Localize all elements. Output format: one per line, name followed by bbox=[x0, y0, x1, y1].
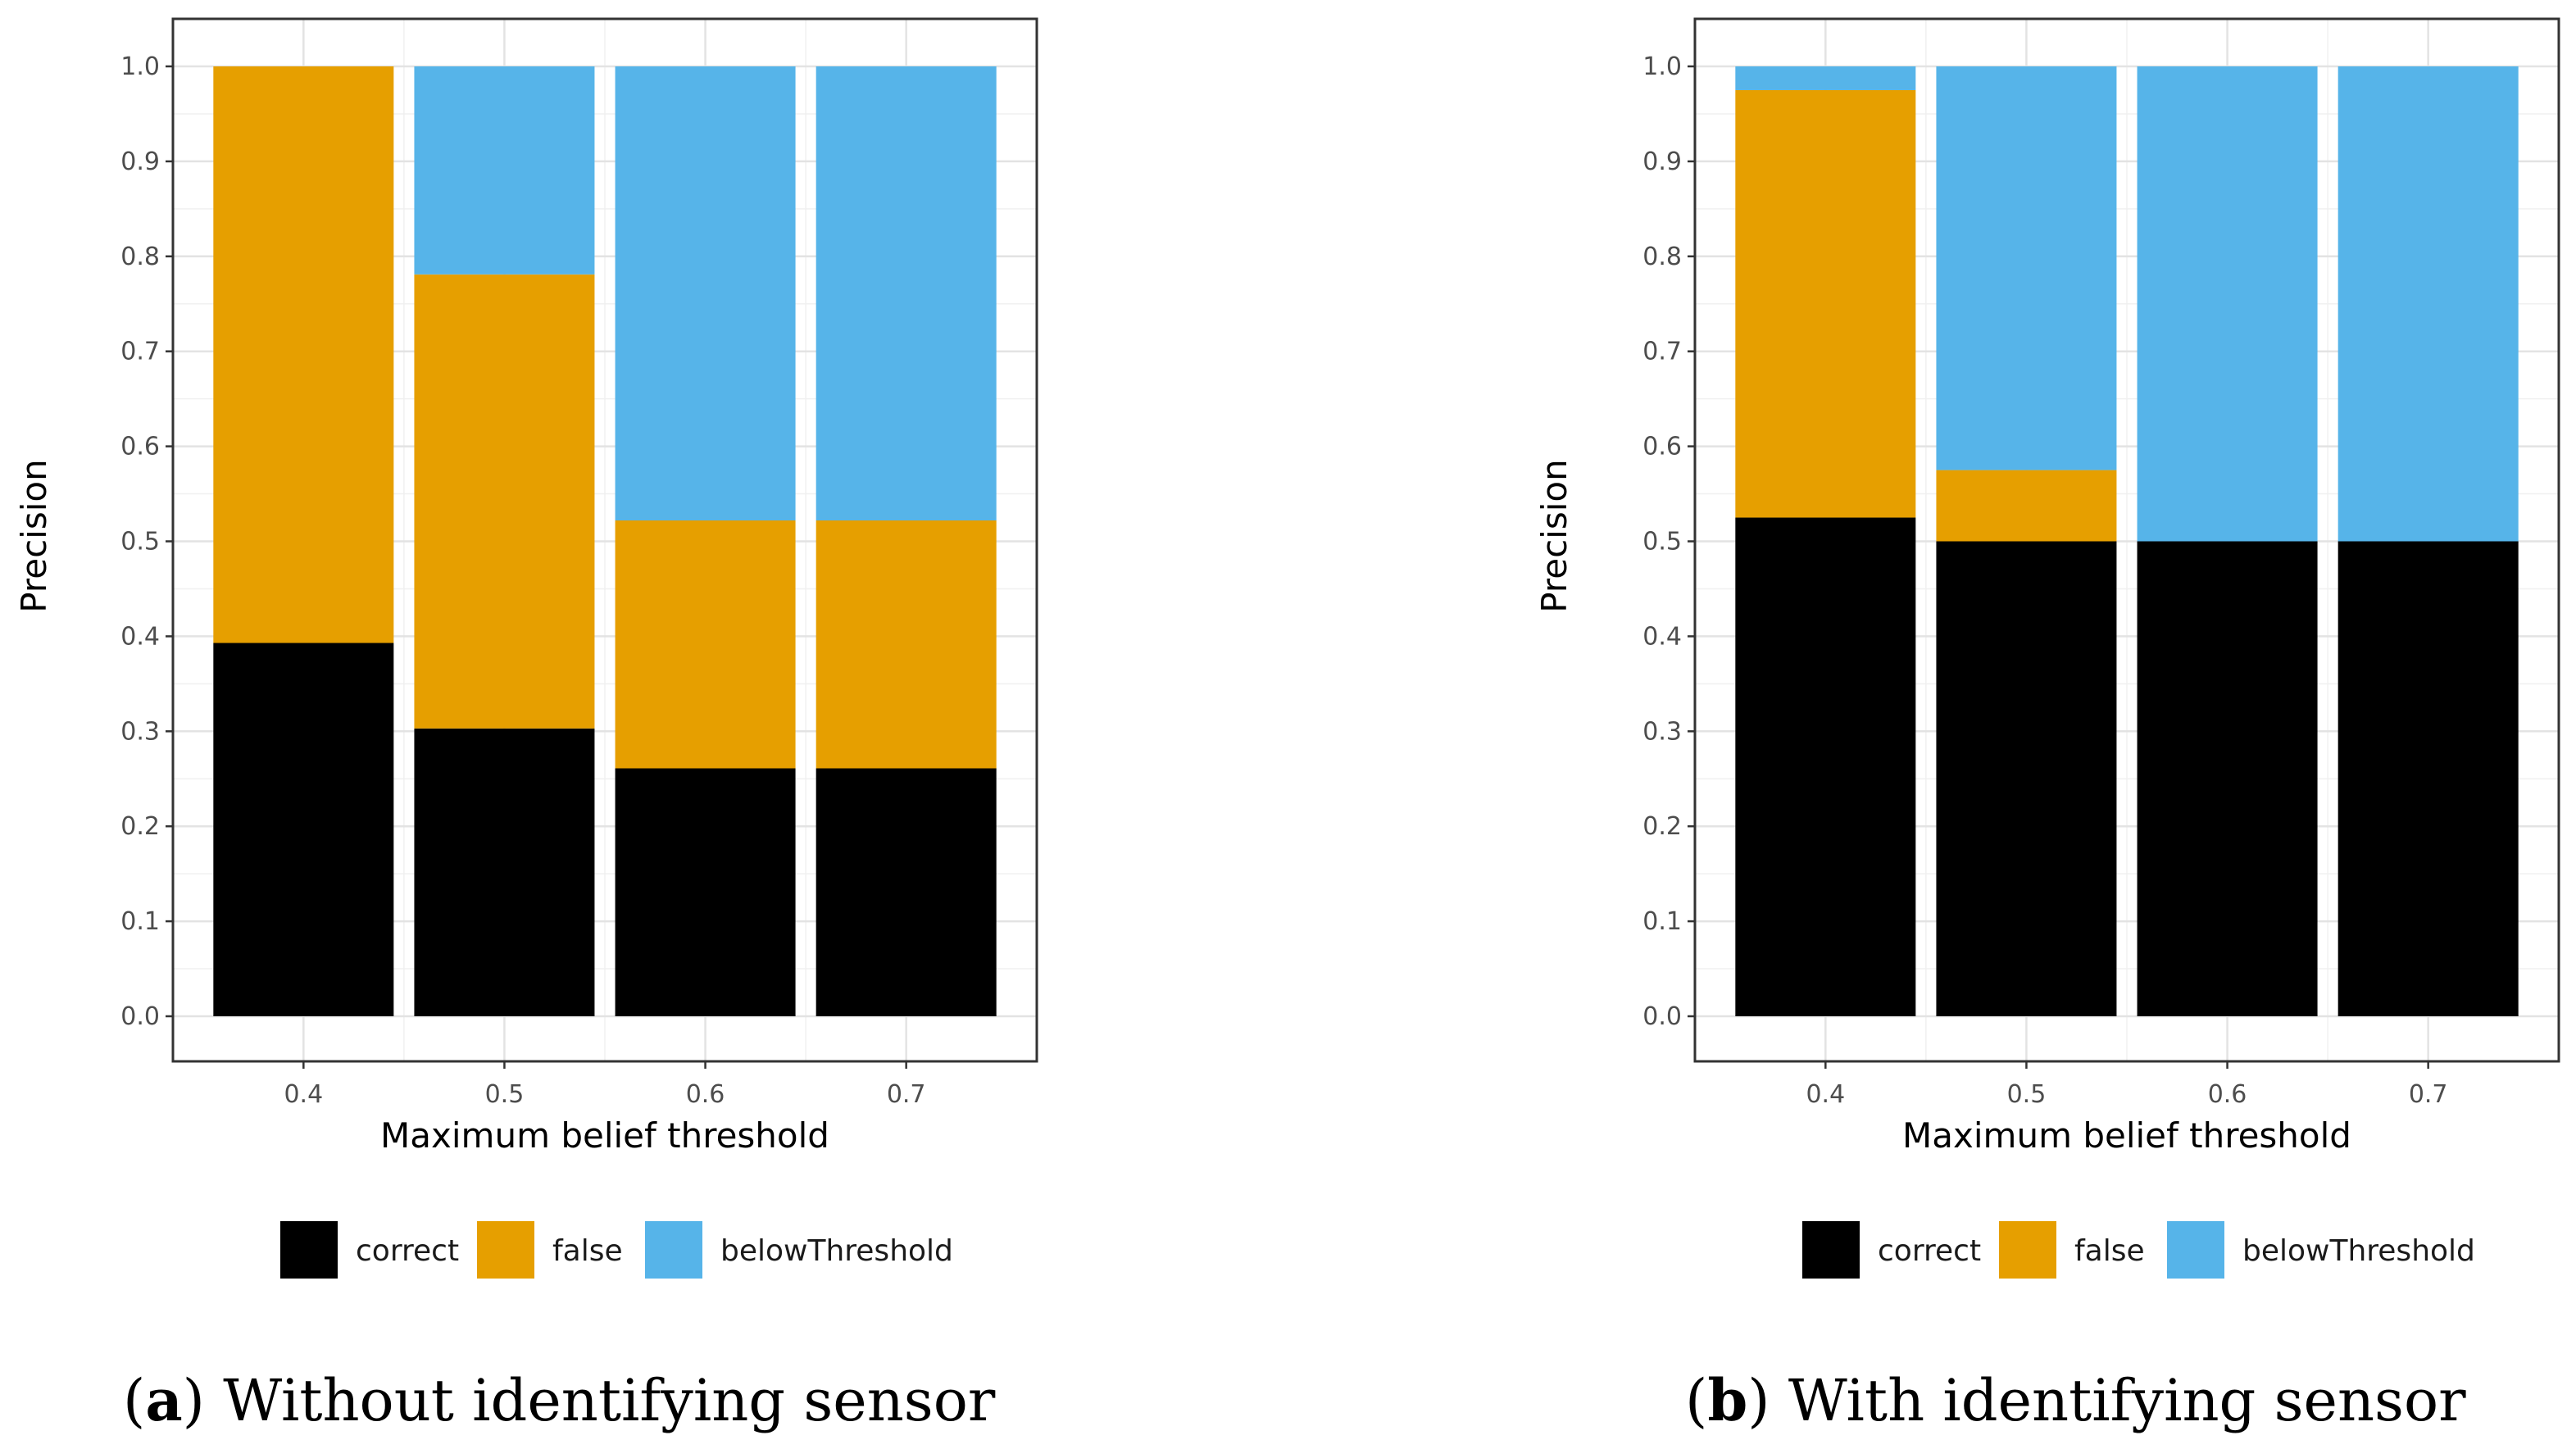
y-tick-label: 0.0 bbox=[120, 1002, 160, 1031]
y-tick-label: 0.6 bbox=[120, 433, 160, 461]
bar-segment-false bbox=[816, 520, 997, 769]
legend-key-correct bbox=[1802, 1221, 1860, 1279]
y-tick-label: 0.1 bbox=[120, 907, 160, 936]
y-tick-label: 0.0 bbox=[1642, 1002, 1682, 1031]
x-tick-label: 0.6 bbox=[2208, 1080, 2247, 1109]
legend-key-belowThreshold bbox=[2167, 1221, 2224, 1279]
y-tick-label: 0.5 bbox=[120, 528, 160, 556]
bar-segment-false bbox=[213, 66, 394, 643]
y-tick-label: 0.1 bbox=[1642, 907, 1682, 936]
bar-segment-correct bbox=[1735, 517, 1916, 1016]
x-tick-label: 0.7 bbox=[887, 1080, 926, 1109]
panel-border bbox=[171, 17, 1038, 1063]
bar-segment-belowThreshold bbox=[1936, 66, 2117, 470]
x-axis-title: Maximum belief threshold bbox=[380, 1115, 829, 1156]
caption-close-paren: ) bbox=[183, 1367, 224, 1434]
legend: correct false belowThreshold bbox=[1802, 1221, 2475, 1279]
y-tick-label: 1.0 bbox=[120, 52, 160, 81]
y-tick-label: 0.3 bbox=[120, 717, 160, 746]
y-axis-title: Precision bbox=[14, 459, 54, 612]
y-tick-label: 0.8 bbox=[1642, 243, 1682, 271]
legend: correct false belowThreshold bbox=[280, 1221, 953, 1279]
y-tick-label: 0.4 bbox=[1642, 622, 1682, 651]
bar-segment-correct bbox=[1936, 541, 2117, 1016]
bar-segment-belowThreshold bbox=[2337, 66, 2519, 542]
panel-caption: (a) Without identifying sensor bbox=[123, 1366, 996, 1434]
y-tick-label: 1.0 bbox=[1642, 52, 1682, 81]
legend-key-false bbox=[1999, 1221, 2056, 1279]
panel-caption: (b) With identifying sensor bbox=[1685, 1366, 2466, 1434]
y-tick-label: 0.6 bbox=[1642, 433, 1682, 461]
bar-segment-false bbox=[414, 274, 595, 729]
caption-letter: b bbox=[1707, 1366, 1747, 1434]
bar-segment-belowThreshold bbox=[615, 66, 796, 521]
x-tick-label: 0.4 bbox=[284, 1080, 323, 1109]
caption-text: With identifying sensor bbox=[1788, 1367, 2466, 1434]
bar-segment-correct bbox=[2337, 541, 2519, 1016]
bar-segment-correct bbox=[816, 768, 997, 1016]
legend-label-correct: correct bbox=[356, 1234, 459, 1268]
legend-label-belowThreshold: belowThreshold bbox=[720, 1234, 953, 1268]
x-tick-label: 0.5 bbox=[485, 1080, 525, 1109]
bar-segment-belowThreshold bbox=[816, 66, 997, 521]
caption-text: Without identifying sensor bbox=[223, 1367, 996, 1434]
y-axis-title: Precision bbox=[1534, 459, 1574, 612]
bar-segment-correct bbox=[615, 768, 796, 1016]
legend-key-belowThreshold bbox=[645, 1221, 702, 1279]
x-tick-label: 0.5 bbox=[2007, 1080, 2047, 1109]
x-tick-label: 0.7 bbox=[2409, 1080, 2448, 1109]
x-tick-label: 0.6 bbox=[686, 1080, 725, 1109]
bar-segment-false bbox=[1735, 89, 1916, 518]
x-axis-title: Maximum belief threshold bbox=[1902, 1115, 2351, 1156]
legend-label-belowThreshold: belowThreshold bbox=[2242, 1234, 2475, 1268]
y-tick-label: 0.9 bbox=[1642, 148, 1682, 176]
y-tick-label: 0.7 bbox=[1642, 338, 1682, 366]
y-tick-label: 0.9 bbox=[120, 148, 160, 176]
legend-label-false: false bbox=[2074, 1234, 2145, 1268]
y-tick-label: 0.7 bbox=[120, 338, 160, 366]
bar-segment-belowThreshold bbox=[1735, 66, 1916, 90]
y-tick-label: 0.4 bbox=[120, 622, 160, 651]
y-tick-label: 0.2 bbox=[120, 812, 160, 841]
bar-segment-false bbox=[1936, 470, 2117, 542]
legend-key-false bbox=[477, 1221, 534, 1279]
bar-segment-belowThreshold bbox=[2137, 66, 2318, 542]
legend-label-correct: correct bbox=[1878, 1234, 1981, 1268]
y-tick-label: 0.2 bbox=[1642, 812, 1682, 841]
bar-segment-belowThreshold bbox=[414, 66, 595, 275]
legend-key-correct bbox=[280, 1221, 338, 1279]
bar-segment-correct bbox=[414, 728, 595, 1016]
panel-border bbox=[1693, 17, 2560, 1063]
bar-segment-correct bbox=[213, 643, 394, 1016]
chart-panel-a: 0.0 0.1 0.2 0.3 0.4 0.5 0.6 0.7 0.8 0.9 1.0 0.4 0.5 0… bbox=[14, 17, 1038, 1434]
caption-letter: a bbox=[145, 1366, 182, 1434]
y-tick-label: 0.3 bbox=[1642, 717, 1682, 746]
legend-label-false: false bbox=[552, 1234, 623, 1268]
bar-segment-correct bbox=[2137, 541, 2318, 1016]
x-tick-label: 0.4 bbox=[1806, 1080, 1845, 1109]
caption-close-paren: ) bbox=[1747, 1367, 1788, 1434]
caption-open-paren: ( bbox=[1685, 1367, 1707, 1434]
chart-panel-b: 0.0 0.1 0.2 0.3 0.4 0.5 0.6 0.7 0.8 0.9 1.0 0.4 0.5 0… bbox=[1534, 17, 2560, 1434]
y-tick-label: 0.5 bbox=[1642, 528, 1682, 556]
y-tick-label: 0.8 bbox=[120, 243, 160, 271]
bar-segment-false bbox=[615, 520, 796, 769]
caption-open-paren: ( bbox=[123, 1367, 145, 1434]
